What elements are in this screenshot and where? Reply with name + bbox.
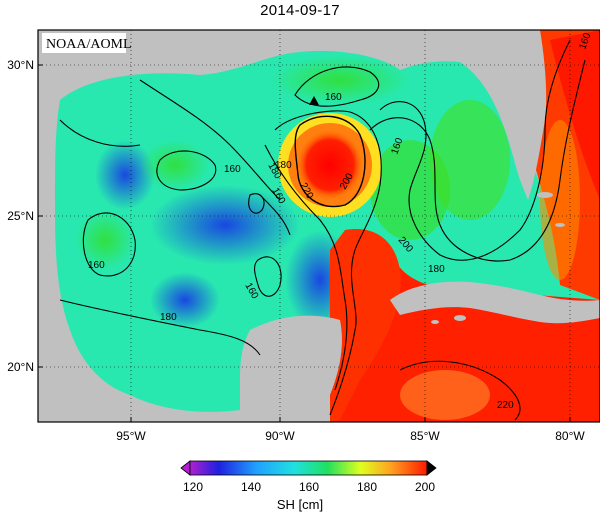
- lat-tick: 20°N: [7, 360, 34, 374]
- lat-tick-labels: 30°N 25°N 20°N: [7, 58, 34, 374]
- contour-label: 220: [497, 400, 514, 411]
- colorbar-label: SH [cm]: [276, 497, 324, 512]
- map-frame: [37, 29, 600, 423]
- florida-land: [400, 30, 547, 200]
- lat-tick: 30°N: [7, 58, 34, 72]
- axis-ticks: [38, 64, 571, 422]
- contour-label: 160: [88, 260, 105, 271]
- map-title: 2014-09-17: [260, 2, 340, 19]
- lon-tick-labels: 95°W 90°W 85°W 80°W: [116, 429, 585, 443]
- lon-tick: 80°W: [555, 429, 585, 443]
- contour-lines: [59, 39, 586, 421]
- colorbar-min-arrow: [180, 460, 191, 476]
- cuba-land: [390, 281, 600, 324]
- colorbar-tick: 200: [415, 480, 435, 494]
- lon-tick: 90°W: [265, 429, 295, 443]
- lat-tick: 25°N: [7, 209, 34, 223]
- contour-label: 160: [325, 92, 342, 103]
- contour-label: 180: [428, 264, 445, 275]
- source-label: NOAA/AOML: [46, 37, 132, 52]
- colorbar-gradient: [189, 460, 428, 476]
- map-panel: 160 180 160 160 180 160 220 200 160 200 …: [38, 30, 600, 422]
- yucatan-land: [240, 315, 342, 422]
- source-box: [42, 33, 126, 53]
- triangle-marker-icon: [309, 96, 319, 105]
- colorbar-tick: 160: [299, 480, 319, 494]
- colorbar-tick: 140: [241, 480, 261, 494]
- lon-tick: 85°W: [410, 429, 440, 443]
- contour-label: 180: [160, 312, 177, 323]
- contour-label: 160: [224, 164, 241, 175]
- contour-label: 180: [275, 160, 292, 171]
- colorbar-tick: 120: [183, 480, 203, 494]
- graticule: [38, 30, 600, 422]
- colorbar: 120 140 160 180 200: [180, 460, 437, 494]
- colorbar-max-arrow: [426, 460, 437, 476]
- colorbar-tick: 180: [357, 480, 377, 494]
- lon-tick: 95°W: [116, 429, 146, 443]
